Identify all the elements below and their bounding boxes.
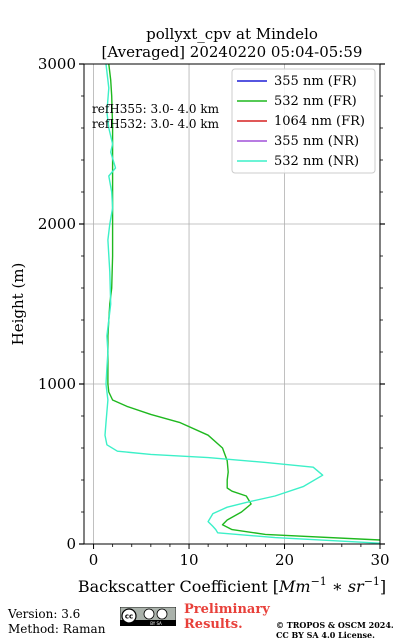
backscatter-profile-chart: pollyxt_cpv at Mindelo [Averaged] 202402… (9, 25, 390, 596)
legend-label-2: 1064 nm (FR) (274, 114, 365, 129)
method-label: Method: Raman (8, 622, 106, 636)
plot-frame (83, 63, 381, 545)
x-axis-label-unit: Mm (278, 577, 311, 596)
x-tick-label-20: 20 (275, 551, 294, 569)
axis-ticks: 0 10 20 30 0 1000 2000 3000 (38, 55, 390, 569)
cc-mark: cc (125, 613, 133, 621)
chart-title-line2: [Averaged] 20240220 05:04-05:59 (102, 43, 363, 61)
x-axis-label-exp1: −1 (311, 575, 327, 588)
annotation-refh532: refH532: 3.0- 4.0 km (92, 117, 220, 131)
cc-sub-mark: BY SA (150, 621, 162, 626)
legend-box (231, 68, 376, 174)
y-tick-label-3000: 3000 (38, 55, 76, 73)
x-axis-label-exp2: −1 (364, 575, 380, 588)
x-tick-label-0: 0 (89, 551, 99, 569)
series-line-1 (107, 63, 381, 541)
y-tick-label-0: 0 (66, 535, 76, 553)
legend: 355 nm (FR) 532 nm (FR) 1064 nm (FR) 355 nm… (231, 68, 376, 174)
copyright-notice: © TROPOS & OSCM 2024. CC BY SA 4.0 Licen… (276, 620, 394, 640)
preliminary-notice: Preliminary Results. (184, 602, 270, 632)
x-axis-label-suffix: ] (380, 577, 386, 596)
preliminary-line1: Preliminary (184, 602, 270, 617)
by-icon (143, 608, 155, 620)
x-tick-label-10: 10 (179, 551, 198, 569)
y-tick-label-2000: 2000 (38, 215, 76, 233)
y-axis-label: Height (m) (9, 263, 27, 346)
legend-label-3: 355 nm (NR) (274, 134, 359, 149)
annotation-refh355: refH355: 3.0- 4.0 km (92, 102, 220, 116)
x-axis-label: Backscatter Coefficient [Mm−1 ∗ sr−1] (78, 575, 386, 596)
preliminary-line2: Results. (184, 617, 243, 632)
x-axis-label-mid: ∗ sr (327, 577, 365, 596)
chart-title-line1: pollyxt_cpv at Mindelo (146, 25, 318, 43)
legend-label-0: 355 nm (FR) (274, 74, 357, 89)
legend-label-4: 532 nm (NR) (274, 154, 359, 169)
version-label: Version: 3.6 (8, 607, 81, 621)
legend-label-1: 532 nm (FR) (274, 94, 357, 109)
x-tick-label-30: 30 (370, 551, 389, 569)
copyright-line2: CC BY SA 4.0 License. (276, 630, 375, 640)
copyright-line1: © TROPOS & OSCM 2024. (276, 620, 394, 630)
x-axis-label-prefix: Backscatter Coefficient [ (78, 577, 279, 596)
series-line-4 (104, 63, 381, 544)
cc-by-sa-logo: cc BY SA (120, 607, 176, 626)
data-curves (104, 63, 381, 544)
y-tick-label-1000: 1000 (38, 375, 76, 393)
sa-icon (156, 608, 168, 620)
